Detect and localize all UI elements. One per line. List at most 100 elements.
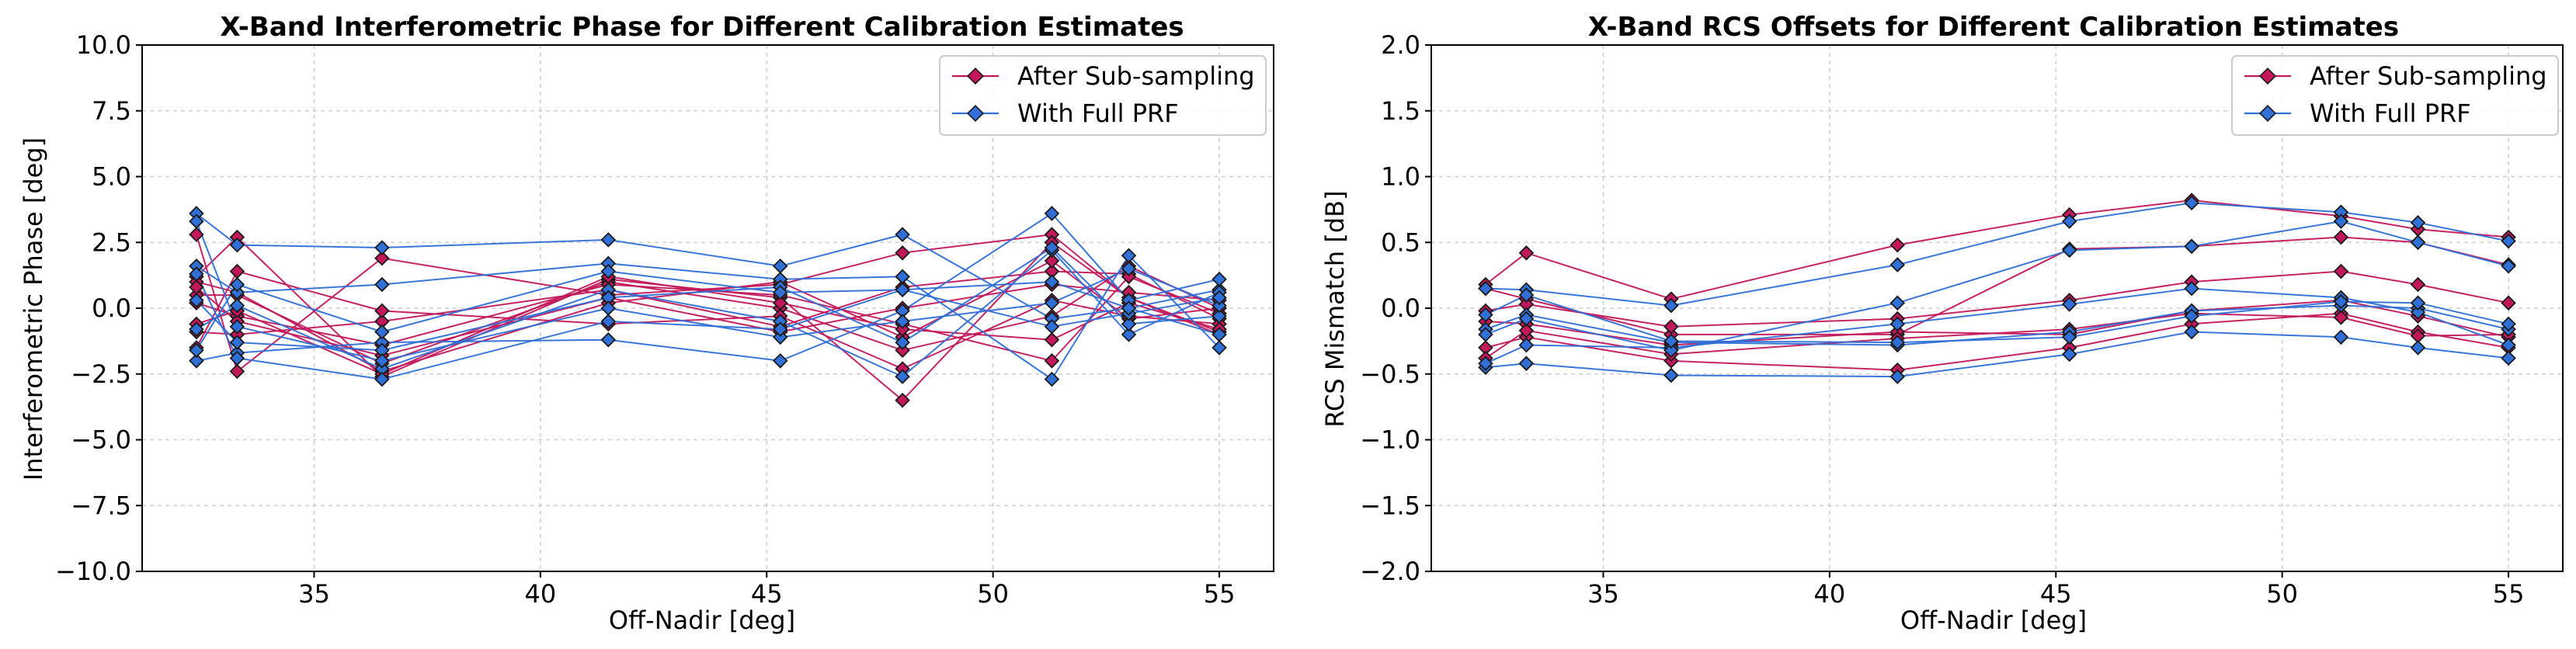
- full-prf-point: [189, 342, 204, 359]
- y-tick-label: 0.0: [92, 293, 131, 323]
- after-subsampling-point: [1121, 269, 1137, 285]
- full-prf-point: [2184, 308, 2199, 324]
- full-prf-point: [1121, 300, 1137, 316]
- y-tick-label: 10.0: [76, 30, 131, 60]
- x-tick-label: 55: [2493, 579, 2525, 609]
- full-prf-point: [2501, 316, 2516, 332]
- y-tick-label: 1.5: [1381, 96, 1420, 126]
- full-prf-point: [2061, 242, 2077, 259]
- full-prf-point: [600, 314, 617, 329]
- y-tick-label: 1.0: [1381, 162, 1420, 192]
- full-prf-point: [2501, 350, 2516, 366]
- full-prf-point: [1663, 297, 1679, 314]
- legend-full-label: With Full PRF: [1017, 99, 1179, 128]
- full-prf-point: [2501, 258, 2516, 274]
- full-prf-point: [2061, 297, 2077, 312]
- full-prf-point: [2061, 213, 2077, 229]
- full-prf-point: [2501, 233, 2516, 249]
- full-prf-point: [1518, 287, 1535, 303]
- full-prf-point: [1889, 369, 1906, 384]
- full-prf-point: [229, 276, 245, 293]
- y-tick-label: 5.0: [92, 162, 131, 192]
- after-subsampling-point: [895, 245, 910, 261]
- x-tick-label: 45: [751, 579, 783, 609]
- full-prf-point: [1044, 206, 1060, 221]
- after-subsampling-point: [2410, 276, 2426, 293]
- full-prf-point: [1121, 327, 1137, 342]
- full-prf-point: [772, 321, 788, 337]
- x-tick-label: 35: [1587, 579, 1619, 609]
- full-prf-point: [189, 213, 204, 229]
- full-prf-point: [1478, 307, 1493, 323]
- x-tick-label: 45: [2040, 579, 2072, 609]
- full-prf-point: [189, 266, 204, 282]
- phase-chart-title: X-Band Interferometric Phase for Differe…: [220, 12, 1184, 43]
- x-tick-label: 40: [1814, 579, 1846, 609]
- full-prf-point: [1478, 356, 1493, 371]
- x-tick-label: 50: [2266, 579, 2298, 609]
- rcs-chart-title: X-Band RCS Offsets for Different Calibra…: [1588, 12, 2399, 43]
- y-tick-label: 2.5: [92, 227, 131, 257]
- full-prf-point: [1663, 367, 1679, 384]
- after-subsampling-point: [2333, 263, 2349, 279]
- full-prf-point: [1044, 371, 1060, 387]
- legend-frame: [939, 55, 1267, 136]
- full-prf-point: [374, 240, 390, 255]
- full-prf-point: [895, 314, 910, 329]
- y-tick-label: 0.0: [1381, 293, 1420, 323]
- full-prf-point: [1044, 240, 1060, 255]
- rcs-chart-x-axis-label: Off-Nadir [deg]: [1900, 606, 2087, 635]
- legend-frame: [2231, 55, 2559, 136]
- full-prf-point: [2333, 213, 2349, 229]
- full-prf-point: [1121, 261, 1137, 276]
- full-prf-point: [374, 324, 390, 340]
- full-prf-point: [229, 297, 245, 314]
- rcs-chart-plot-area: 35 40 45 50 55 −2.0 −1.5 −1.0 −0.5 0.0 0.5 1.0 1.5 2.…: [1360, 30, 2564, 609]
- y-tick-label: 2.0: [1381, 30, 1420, 60]
- full-prf-point: [2061, 346, 2077, 363]
- full-prf-point: [2410, 234, 2426, 251]
- full-prf-point: [2184, 280, 2199, 297]
- full-prf-point: [1518, 311, 1535, 327]
- full-prf-point: [189, 293, 204, 308]
- full-prf-point: [1212, 290, 1227, 306]
- after-subsampling-point: [1663, 318, 1679, 335]
- full-prf-point: [1889, 316, 1906, 332]
- full-prf-point: [2410, 295, 2426, 311]
- x-tick-label: 50: [977, 579, 1009, 609]
- after-subsampling-point: [2501, 295, 2516, 311]
- phase-chart: X-Band Interferometric Phase for Differe…: [19, 12, 1274, 635]
- full-prf-point: [895, 369, 910, 384]
- legend-after-label: After Sub-sampling: [1017, 61, 1255, 91]
- rcs-chart: X-Band RCS Offsets for Different Calibra…: [1320, 12, 2564, 635]
- full-prf-point: [1889, 257, 1906, 272]
- phase-chart-legend: After Sub-sampling With Full PRF: [939, 55, 1267, 136]
- full-prf-point: [895, 227, 910, 242]
- after-subsampling-point: [1044, 253, 1060, 269]
- full-prf-point: [2410, 340, 2426, 356]
- full-prf-point: [772, 329, 788, 345]
- legend-full-label: With Full PRF: [2310, 99, 2471, 128]
- full-prf-point: [1212, 327, 1227, 342]
- full-prf-point: [772, 353, 788, 369]
- after-subsampling-point: [1518, 245, 1535, 261]
- rcs-chart-legend: After Sub-sampling With Full PRF: [2231, 55, 2559, 136]
- full-prf-point: [1212, 308, 1227, 324]
- legend-after-label: After Sub-sampling: [2310, 61, 2547, 91]
- x-tick-label: 40: [525, 579, 557, 609]
- full-prf-point: [1044, 318, 1060, 335]
- y-tick-label: −10.0: [55, 557, 131, 586]
- full-prf-point: [229, 318, 245, 335]
- full-prf-point: [895, 335, 910, 350]
- full-prf-point: [229, 350, 245, 366]
- full-prf-point: [1478, 327, 1493, 342]
- after-subsampling-point: [895, 342, 910, 359]
- full-prf-point: [2410, 304, 2426, 320]
- full-prf-point: [1478, 280, 1493, 297]
- full-prf-point: [1212, 297, 1227, 314]
- after-subsampling-point: [2333, 229, 2349, 245]
- after-subsampling-point: [895, 392, 910, 408]
- full-prf-point: [1518, 337, 1535, 353]
- full-prf-point: [1121, 316, 1137, 332]
